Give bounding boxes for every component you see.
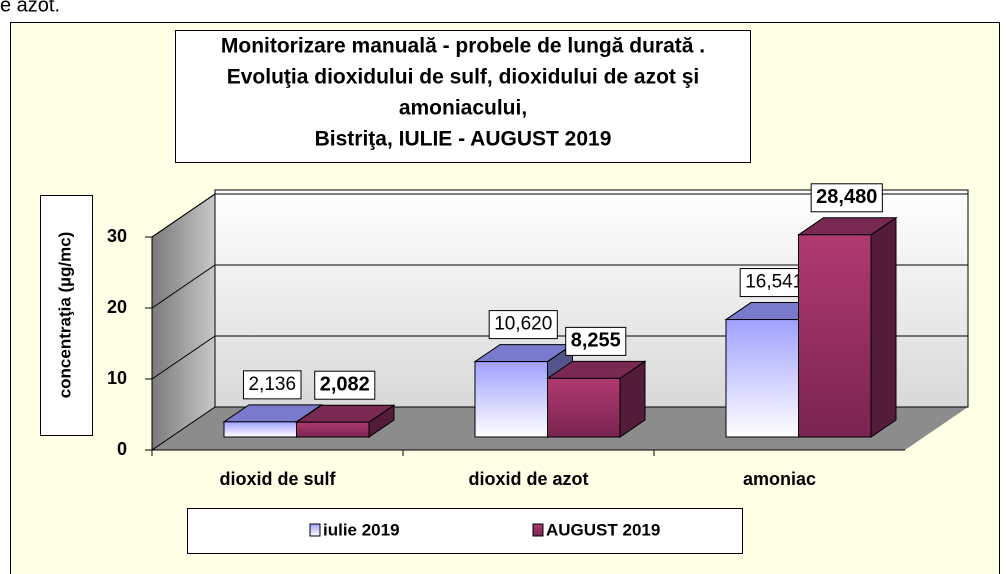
value-label-box [488, 310, 558, 340]
value-label: 2,136 [248, 374, 296, 395]
value-label: 10,620 [494, 314, 552, 335]
value-label-box [565, 326, 627, 356]
x-tick-label: dioxid de azot [468, 469, 588, 489]
x-tick-label: dioxid de sulf [219, 469, 336, 489]
legend-label: AUGUST 2019 [546, 520, 660, 539]
y-axis-label: concentraţia (µg/mc) [55, 232, 74, 399]
y-tick-label: 0 [117, 439, 127, 459]
chart-title: Bistriţa, IULIE - AUGUST 2019 [315, 128, 612, 151]
value-label-box [739, 268, 809, 298]
grid-line [151, 193, 968, 238]
bar [223, 421, 297, 438]
title-box [175, 30, 751, 163]
bar [798, 234, 872, 438]
value-label-box [314, 370, 376, 400]
bar [725, 319, 799, 438]
x-tick-label: amoniac [743, 469, 816, 489]
legend-label: iulie 2019 [323, 520, 400, 539]
value-label: 8,255 [571, 330, 621, 352]
chart-title: amoniacului, [399, 97, 527, 120]
y-tick-label: 10 [107, 368, 127, 388]
fragment-text: e azot. [0, 0, 60, 16]
bar-side [870, 216, 897, 438]
y-tick-label: 20 [107, 297, 127, 317]
value-label: 16,541 [745, 272, 803, 293]
value-label-box [242, 370, 302, 400]
y-tick-label: 30 [107, 226, 127, 246]
grid-line [151, 335, 968, 380]
bar [547, 377, 621, 438]
value-label: 28,480 [816, 186, 877, 208]
chart-title: Evoluţia dioxidului de sulf, dioxidului … [227, 66, 700, 89]
legend-swatch [309, 523, 321, 537]
bar [474, 361, 548, 438]
value-label-box [810, 183, 883, 213]
legend-swatch [532, 523, 544, 537]
y-label-box [40, 195, 93, 436]
legend-box [187, 508, 743, 554]
chart-title: Monitorizare manuală - probele de lungă … [221, 35, 705, 58]
grid-line [151, 264, 968, 309]
value-label: 2,082 [320, 373, 370, 395]
bar [296, 421, 370, 438]
side-wall [151, 193, 216, 451]
